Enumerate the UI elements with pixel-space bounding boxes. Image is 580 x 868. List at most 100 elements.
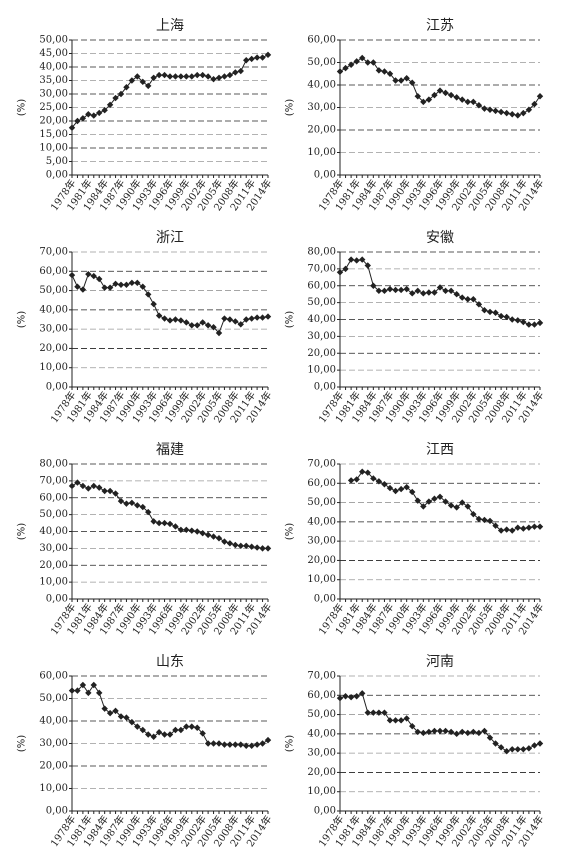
data-point <box>128 77 136 84</box>
y-tick-label: 0,00 <box>314 806 336 817</box>
data-point <box>342 693 349 700</box>
y-tick-label: 60,00 <box>307 478 336 489</box>
y-tick-label: 20,00 <box>307 125 336 136</box>
data-point <box>470 98 477 106</box>
y-tick-label: 20,00 <box>39 761 68 772</box>
data-point <box>199 529 206 537</box>
data-point <box>409 290 416 297</box>
data-point <box>486 106 494 113</box>
data-point <box>90 272 97 280</box>
y-tick-label: 10,00 <box>307 147 336 158</box>
data-point <box>492 107 499 115</box>
data-point <box>117 713 125 720</box>
data-point <box>420 98 427 106</box>
data-point <box>139 78 146 86</box>
data-point <box>128 718 136 726</box>
data-point <box>74 687 81 694</box>
data-point <box>259 54 266 61</box>
data-point <box>226 71 234 79</box>
data-point <box>155 312 163 319</box>
data-point <box>364 469 371 476</box>
data-point <box>134 502 141 509</box>
data-point <box>381 287 388 295</box>
data-point <box>188 723 195 730</box>
y-tick-label: 70,00 <box>307 263 336 274</box>
y-tick-label: 0,00 <box>46 170 68 181</box>
data-point <box>436 727 444 735</box>
data-point <box>409 488 416 496</box>
data-point <box>232 318 239 325</box>
data-point <box>442 89 449 97</box>
y-tick-label: 30,00 <box>39 543 68 554</box>
y-tick-label: 50,00 <box>307 57 336 68</box>
data-point <box>531 742 538 749</box>
data-point <box>101 284 108 291</box>
data-point <box>397 717 405 724</box>
data-point <box>459 728 466 736</box>
chart-title: 上海 <box>156 18 184 34</box>
y-tick-label: 40,00 <box>39 716 68 727</box>
data-point <box>237 67 244 75</box>
data-point <box>486 517 494 525</box>
y-tick-label: 60,00 <box>307 35 336 46</box>
data-point <box>68 271 76 279</box>
data-point <box>459 499 466 506</box>
data-point <box>431 91 438 99</box>
y-tick-label: 80,00 <box>307 247 336 258</box>
data-point <box>221 315 228 322</box>
data-point <box>520 525 527 532</box>
y-tick-label: 50,00 <box>307 709 336 720</box>
data-point <box>204 322 212 329</box>
y-tick-label: 10,00 <box>39 783 68 794</box>
data-point <box>503 109 510 117</box>
y-tick-label: 10,00 <box>307 365 336 376</box>
data-point <box>420 290 427 297</box>
y-tick-label: 30,00 <box>307 102 336 113</box>
data-point <box>101 107 108 114</box>
data-point <box>347 694 355 701</box>
y-tick-label: 30,00 <box>307 748 336 759</box>
data-point <box>215 329 223 337</box>
data-point <box>475 729 483 737</box>
y-axis-label: (%) <box>17 311 28 328</box>
data-point <box>497 527 505 534</box>
data-point <box>172 523 179 530</box>
data-point <box>166 520 174 528</box>
data-point <box>531 321 538 328</box>
data-point <box>90 112 97 119</box>
y-tick-label: 20,00 <box>307 555 336 566</box>
data-point <box>253 314 261 321</box>
data-point <box>442 287 449 295</box>
y-tick-label: 50,00 <box>39 35 68 46</box>
data-point <box>509 527 516 534</box>
data-point <box>442 727 449 735</box>
data-point <box>215 74 223 81</box>
y-tick-label: 40,00 <box>39 304 68 315</box>
data-point <box>112 280 119 288</box>
y-axis-label: (%) <box>285 99 296 116</box>
data-point <box>492 740 499 747</box>
data-point <box>481 727 488 735</box>
data-point <box>139 503 146 511</box>
data-point <box>364 59 371 66</box>
y-axis-label: (%) <box>17 523 28 540</box>
data-point <box>188 527 195 534</box>
data-point <box>248 543 255 550</box>
chart-title: 河南 <box>426 654 454 670</box>
data-point <box>204 531 212 539</box>
data-point <box>79 286 87 293</box>
y-tick-label: 10,00 <box>39 143 68 154</box>
data-point <box>370 475 377 482</box>
data-point <box>375 478 383 485</box>
y-tick-label: 20,00 <box>307 348 336 359</box>
y-tick-label: 60,00 <box>39 671 68 682</box>
data-point <box>375 287 383 295</box>
data-point <box>85 270 92 278</box>
data-point <box>470 510 477 518</box>
data-point <box>96 689 103 697</box>
y-axis-label: (%) <box>17 99 28 116</box>
data-point <box>386 285 394 293</box>
data-point <box>509 316 516 323</box>
y-tick-label: 70,00 <box>307 671 336 682</box>
data-point <box>123 84 130 91</box>
